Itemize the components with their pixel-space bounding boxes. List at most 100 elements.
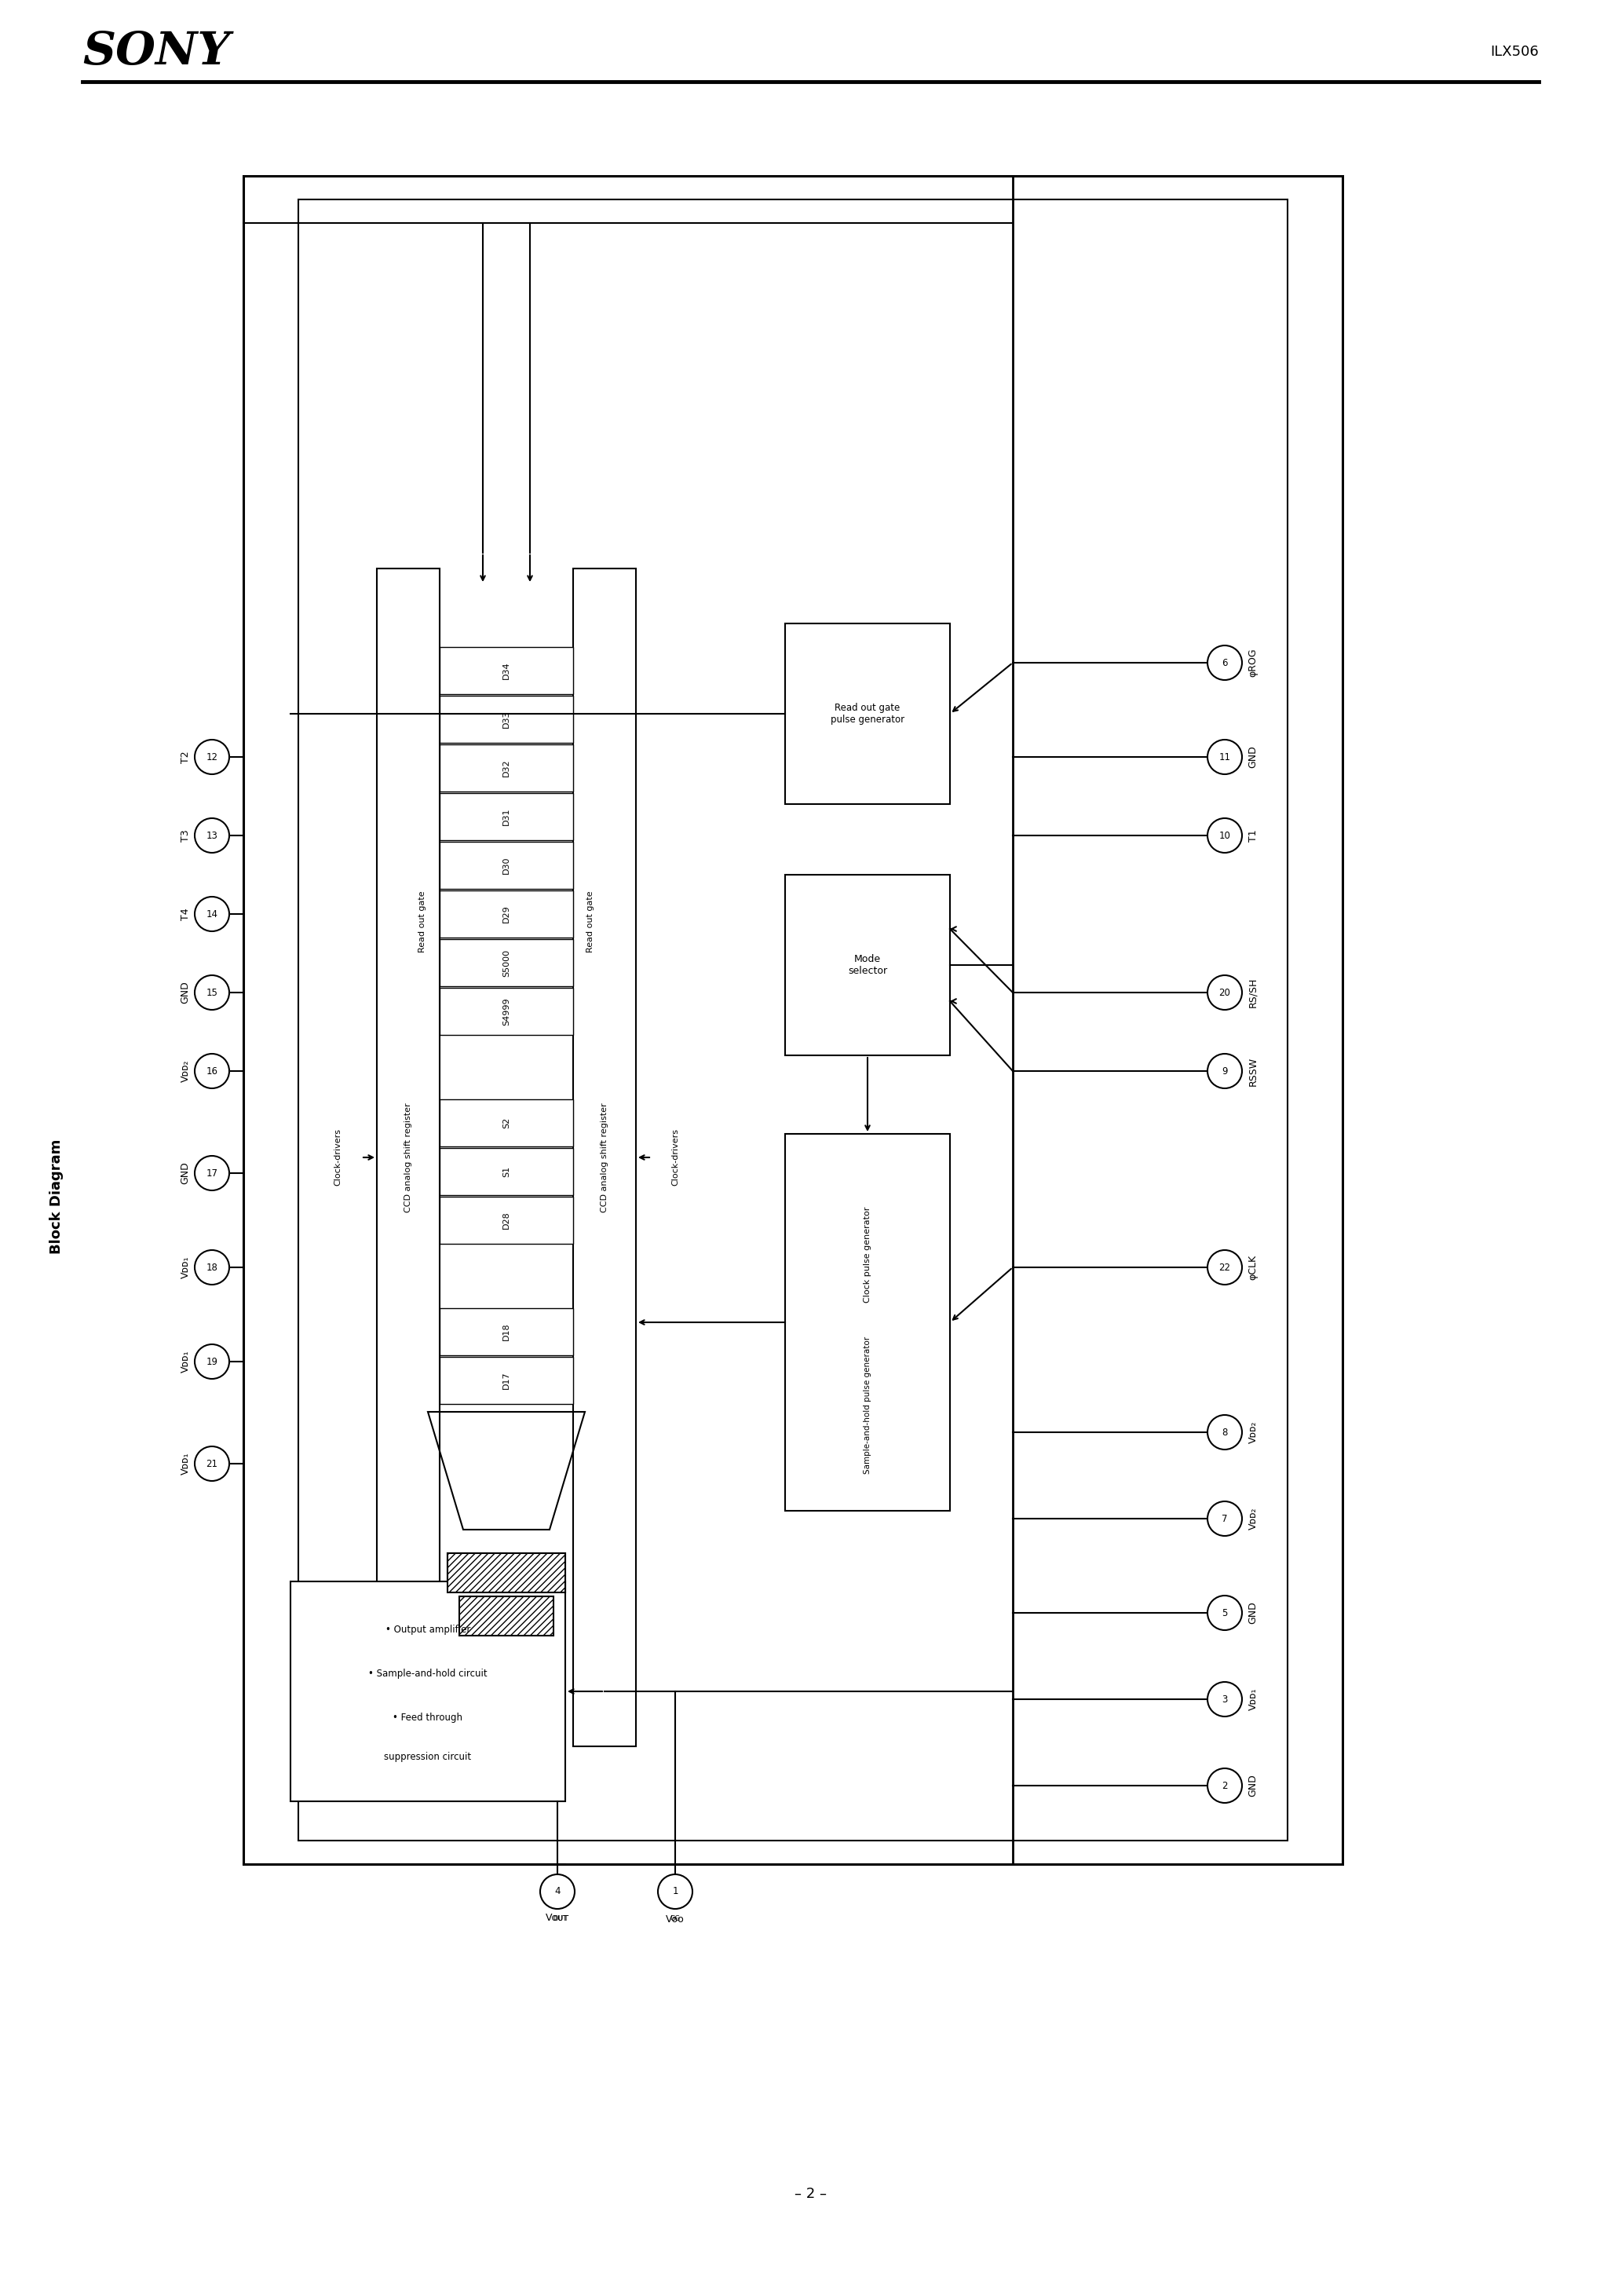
Text: 15: 15	[206, 987, 217, 999]
Bar	[440, 792, 573, 840]
Circle shape	[1207, 1768, 1242, 1802]
Bar	[785, 1134, 950, 1511]
Text: GND: GND	[1247, 1775, 1259, 1798]
Text: D28: D28	[503, 1212, 511, 1228]
Bar	[440, 1357, 573, 1403]
Text: D17: D17	[503, 1371, 511, 1389]
Text: suppression circuit: suppression circuit	[384, 1752, 472, 1763]
Text: CCD analog shift register: CCD analog shift register	[404, 1102, 412, 1212]
Text: 2: 2	[1221, 1779, 1228, 1791]
Bar	[448, 1552, 564, 1593]
Text: 22: 22	[1218, 1263, 1231, 1272]
Text: GND: GND	[1247, 1603, 1259, 1623]
Text: D32: D32	[503, 760, 511, 776]
Circle shape	[195, 1249, 229, 1286]
Bar	[440, 696, 573, 744]
Text: T4: T4	[180, 907, 190, 921]
Circle shape	[1207, 1683, 1242, 1717]
Text: T1: T1	[1247, 829, 1259, 843]
Text: 6: 6	[1221, 657, 1228, 668]
Circle shape	[195, 1446, 229, 1481]
Circle shape	[1207, 1502, 1242, 1536]
Bar	[448, 1552, 564, 1593]
Text: Read out gate
pulse generator: Read out gate pulse generator	[830, 703, 905, 726]
Text: D34: D34	[503, 661, 511, 680]
Text: Vᴅᴅ₁: Vᴅᴅ₁	[180, 1256, 190, 1279]
Circle shape	[540, 1874, 574, 1908]
Bar	[459, 1596, 553, 1635]
Text: 5: 5	[1221, 1607, 1228, 1619]
Text: GND: GND	[180, 1162, 190, 1185]
Text: T3: T3	[180, 829, 190, 843]
Bar	[440, 1196, 573, 1244]
Text: RS/SH: RS/SH	[1247, 978, 1259, 1008]
Text: CCD analog shift register: CCD analog shift register	[600, 1102, 608, 1212]
Text: 9: 9	[1221, 1065, 1228, 1077]
Text: 13: 13	[206, 831, 217, 840]
Text: 14: 14	[206, 909, 217, 918]
Text: Sample-and-hold pulse generator: Sample-and-hold pulse generator	[863, 1336, 871, 1474]
Text: • Sample-and-hold circuit: • Sample-and-hold circuit	[368, 1669, 487, 1678]
Text: Vᴏᴜᴛ: Vᴏᴜᴛ	[545, 1913, 569, 1924]
Circle shape	[1207, 1414, 1242, 1449]
Text: 20: 20	[1218, 987, 1231, 999]
Text: S5000: S5000	[503, 948, 511, 976]
Bar	[573, 569, 636, 1747]
Text: 21: 21	[206, 1458, 217, 1469]
Text: 4: 4	[555, 1887, 560, 1896]
Text: Vᴅᴅ₁: Vᴅᴅ₁	[180, 1453, 190, 1474]
Circle shape	[659, 1874, 693, 1908]
Text: Clock pulse generator: Clock pulse generator	[863, 1205, 871, 1302]
Text: S2: S2	[503, 1118, 511, 1127]
Circle shape	[1207, 817, 1242, 852]
Text: 1: 1	[672, 1887, 678, 1896]
Bar	[440, 744, 573, 792]
Circle shape	[1207, 739, 1242, 774]
Bar	[459, 1596, 553, 1635]
Bar	[440, 1100, 573, 1146]
Circle shape	[1207, 1596, 1242, 1630]
Text: S4999: S4999	[503, 996, 511, 1026]
Text: Read out gate: Read out gate	[418, 891, 427, 953]
Bar	[243, 177, 1343, 1864]
Text: D29: D29	[503, 905, 511, 923]
Circle shape	[195, 1343, 229, 1380]
Text: Read out gate: Read out gate	[587, 891, 594, 953]
Text: Vᴅᴅ₂: Vᴅᴅ₂	[1247, 1421, 1259, 1444]
Bar	[440, 843, 573, 889]
Circle shape	[1207, 1054, 1242, 1088]
Text: Clock-drivers: Clock-drivers	[672, 1130, 680, 1187]
Text: D18: D18	[503, 1322, 511, 1341]
Text: – 2 –: – 2 –	[795, 2186, 827, 2202]
Circle shape	[1207, 1249, 1242, 1286]
Text: Vᴅᴅ₂: Vᴅᴅ₂	[1247, 1508, 1259, 1529]
Text: • Feed through: • Feed through	[393, 1713, 462, 1722]
Text: D31: D31	[503, 808, 511, 827]
Text: • Output amplifier: • Output amplifier	[386, 1626, 470, 1635]
Circle shape	[1207, 645, 1242, 680]
Text: SONY: SONY	[83, 30, 230, 73]
Text: Block Diagram: Block Diagram	[49, 1139, 63, 1254]
Text: GG: GG	[670, 1915, 680, 1922]
Text: Vᴅᴅ₁: Vᴅᴅ₁	[1247, 1688, 1259, 1711]
Bar	[298, 200, 1288, 1841]
Text: S1: S1	[503, 1166, 511, 1178]
Bar	[440, 939, 573, 987]
Text: Clock-drivers: Clock-drivers	[334, 1130, 342, 1187]
Text: Vᴏᴏ: Vᴏᴏ	[667, 1915, 684, 1924]
Text: 12: 12	[206, 751, 217, 762]
Circle shape	[195, 817, 229, 852]
Bar	[440, 891, 573, 937]
Bar	[785, 625, 950, 804]
Circle shape	[195, 976, 229, 1010]
Text: 8: 8	[1221, 1428, 1228, 1437]
Text: 11: 11	[1218, 751, 1231, 762]
Text: Vᴅᴅ₂: Vᴅᴅ₂	[180, 1061, 190, 1081]
Circle shape	[195, 1054, 229, 1088]
Text: 19: 19	[206, 1357, 217, 1366]
Circle shape	[195, 1155, 229, 1189]
Circle shape	[1207, 976, 1242, 1010]
Bar	[440, 1309, 573, 1355]
Text: Mode
selector: Mode selector	[848, 955, 887, 976]
Bar	[440, 1148, 573, 1196]
